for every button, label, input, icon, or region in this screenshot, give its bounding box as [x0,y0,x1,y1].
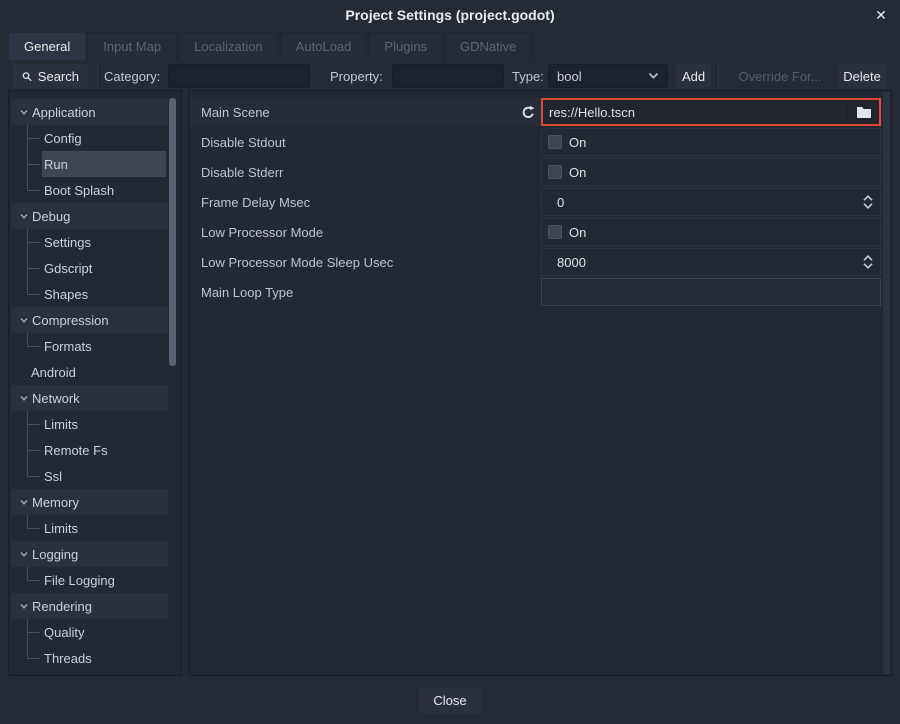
property-row-main-scene: Main Scene res://Hello.tscn [190,98,881,126]
chevron-down-icon[interactable] [18,392,30,404]
dialog-footer: Close [0,676,900,724]
main-loop-type-input[interactable] [541,278,881,306]
tree-item-boot-splash[interactable]: Boot Splash [9,177,181,203]
tab-localization[interactable]: Localization [178,32,279,60]
chevron-down-icon [648,72,659,79]
folder-icon [856,107,871,118]
main-scene-field[interactable]: res://Hello.tscn [541,98,881,126]
chevron-down-icon[interactable] [18,106,30,118]
property-label: Disable Stderr [201,164,284,180]
delete-button[interactable]: Delete [838,64,886,88]
close-icon[interactable]: ✕ [875,6,887,23]
property-row-disable-stdout: Disable Stdout On [190,128,881,156]
sleep-usec-spinbox[interactable]: 8000 [541,248,881,276]
tree-section-rendering[interactable]: Rendering [9,593,181,619]
property-label: Frame Delay Msec [201,194,311,210]
titlebar: Project Settings (project.godot) ✕ [0,0,900,30]
tree-item-ssl[interactable]: Ssl [9,463,181,489]
dialog-title: Project Settings (project.godot) [345,7,555,23]
checkbox-unchecked[interactable] [548,225,562,239]
tree-item-file-logging[interactable]: File Logging [9,567,181,593]
tree-item-android[interactable]: Android [31,364,76,380]
tree-item-settings[interactable]: Settings [9,229,181,255]
spin-value: 8000 [557,254,586,270]
property-row-low-processor-sleep: Low Processor Mode Sleep Usec 8000 [190,248,881,276]
toolbar-separator [97,65,98,87]
property-label: Main Loop Type [201,284,294,300]
settings-panel: Main Scene res://Hello.tscn Disable Stdo… [188,90,892,676]
frame-delay-spinbox[interactable]: 0 [541,188,881,216]
chevron-down-icon[interactable] [18,548,30,560]
property-label: Property: [330,68,383,84]
tree-item-quality[interactable]: Quality [9,619,181,645]
tab-plugins[interactable]: Plugins [368,32,444,60]
revert-icon[interactable] [521,105,536,120]
disable-stdout-editor: On [541,128,881,156]
tree-item-formats[interactable]: Formats [9,333,181,359]
spin-value: 0 [557,194,565,210]
checkbox-label: On [569,224,587,240]
tree-section-memory[interactable]: Memory [9,489,181,515]
property-label: Disable Stdout [201,134,286,150]
chevron-down-icon[interactable] [18,210,30,222]
checkbox-label: On [569,164,587,180]
tab-bar: General Input Map Localization AutoLoad … [8,32,533,60]
tree-item-config[interactable]: Config [9,125,181,151]
tree-item-run[interactable]: Run [9,151,181,177]
property-row-main-loop-type: Main Loop Type [190,278,881,306]
type-dropdown[interactable]: bool [548,64,668,88]
tab-input-map[interactable]: Input Map [87,32,178,60]
toolbar-separator [718,65,719,87]
browse-file-button[interactable] [847,100,879,124]
property-label: Low Processor Mode [201,224,324,240]
property-row-low-processor-mode: Low Processor Mode On [190,218,881,246]
checkbox-unchecked[interactable] [548,135,562,149]
property-row-disable-stderr: Disable Stderr On [190,158,881,186]
updown-icon[interactable] [862,255,874,269]
close-button[interactable]: Close [419,687,481,713]
tree-item-shapes[interactable]: Shapes [9,281,181,307]
tree-item-limits[interactable]: Limits [9,411,181,437]
add-button[interactable]: Add [676,64,711,88]
search-icon [22,71,32,81]
tree-section-debug[interactable]: Debug [9,203,181,229]
tree-section-logging[interactable]: Logging [9,541,181,567]
settings-tree: Application Config Run Boot Splash Debug… [9,91,181,671]
checkbox-label: On [569,134,587,150]
property-input[interactable] [392,64,504,88]
settings-tree-panel: Application Config Run Boot Splash Debug… [8,90,182,676]
tree-item-threads[interactable]: Threads [9,645,181,671]
disable-stderr-editor: On [541,158,881,186]
low-processor-mode-editor: On [541,218,881,246]
tree-item-memory-limits[interactable]: Limits [9,515,181,541]
tree-item-remote-fs[interactable]: Remote Fs [9,437,181,463]
property-label: Low Processor Mode Sleep Usec [201,254,394,270]
tab-autoload[interactable]: AutoLoad [279,32,368,60]
override-for-button[interactable]: Override For... [738,68,822,84]
property-row-frame-delay-msec: Frame Delay Msec 0 [190,188,881,216]
tree-section-network[interactable]: Network [9,385,181,411]
updown-icon[interactable] [862,195,874,209]
chevron-down-icon[interactable] [18,600,30,612]
selection-highlight [42,151,166,177]
tree-section-compression[interactable]: Compression [9,307,181,333]
search-button[interactable]: Search [13,64,88,88]
chevron-down-icon[interactable] [18,496,30,508]
property-label: Main Scene [201,104,270,120]
category-label: Category: [104,68,161,84]
category-input[interactable] [168,64,310,88]
tree-item-gdscript[interactable]: Gdscript [9,255,181,281]
tree-scrollbar-thumb[interactable] [169,98,176,366]
tab-gdnative[interactable]: GDNative [444,32,533,60]
tab-general[interactable]: General [8,32,87,60]
toolbar: Search Category: Property: Type: bool Ad… [0,60,900,92]
checkbox-unchecked[interactable] [548,165,562,179]
tree-section-application[interactable]: Application [9,99,181,125]
chevron-down-icon[interactable] [18,314,30,326]
type-label: Type: [512,68,544,84]
settings-scrollbar-track[interactable] [883,92,890,674]
